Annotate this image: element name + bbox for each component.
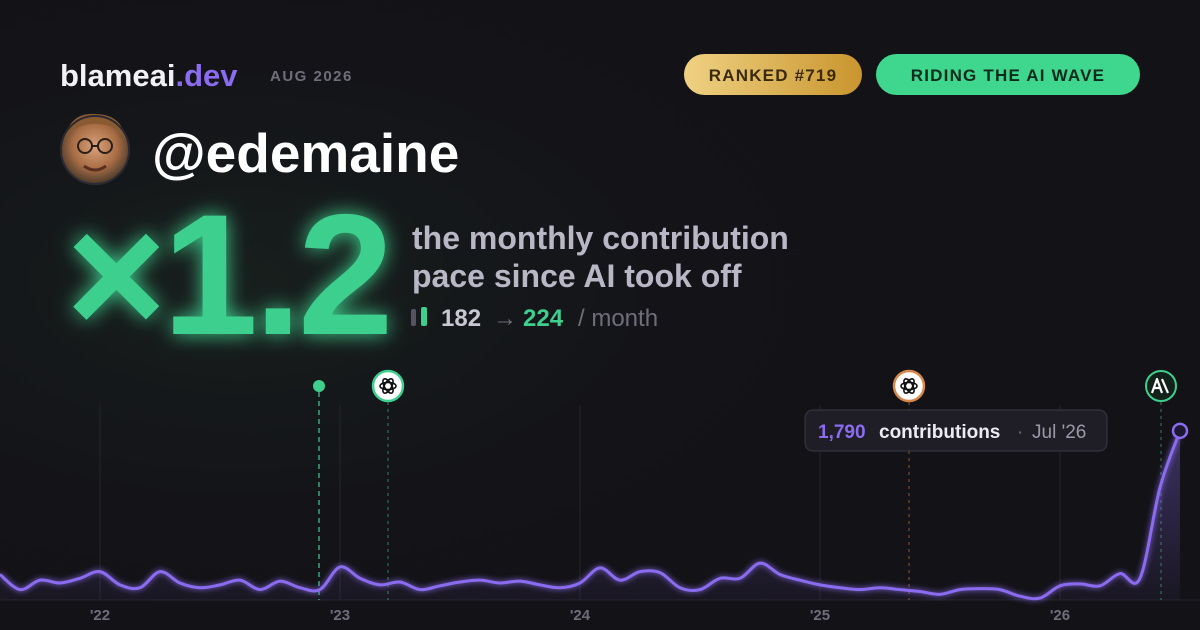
x-tick-label: '25 <box>810 607 830 624</box>
avatar <box>60 113 130 185</box>
pace-unit: / month <box>578 305 658 332</box>
tooltip-unit: contributions <box>879 422 1000 443</box>
rank-badge-text: RANKED #719 <box>709 66 837 85</box>
brand-name: blameai <box>60 58 175 93</box>
event-icons <box>371 369 1177 403</box>
status-badge-text: RIDING THE AI WAVE <box>911 66 1105 85</box>
line <box>0 430 1182 601</box>
x-tick-label: '26 <box>1050 607 1070 624</box>
x-tick-label: '24 <box>570 607 591 624</box>
pace-arrow: → <box>493 305 517 332</box>
tooltip: 1,790 contributions · Jul '26 <box>804 409 1108 452</box>
brand: blameai.dev <box>60 58 238 93</box>
status-badge <box>876 54 1140 95</box>
x-tick-label: '22 <box>90 607 110 624</box>
handle: @edemaine <box>152 122 459 184</box>
rank-badge <box>684 54 862 95</box>
highlight-point <box>1171 422 1189 440</box>
tooltip-value: 1,790 <box>818 422 866 443</box>
pace-after: 224 <box>523 305 564 332</box>
brand-suffix: .dev <box>175 58 238 93</box>
description-line: the monthly contribution <box>412 220 789 256</box>
multiplier: ×1.2 <box>66 179 390 371</box>
x-tick-label: '23 <box>330 607 350 624</box>
plot <box>0 422 1189 601</box>
pace-icon <box>411 307 427 326</box>
description-line: pace since AI took off <box>412 258 742 294</box>
pace-before: 182 <box>441 305 481 332</box>
tooltip-date: Jul '26 <box>1032 422 1086 443</box>
tooltip-separator: · <box>1017 422 1023 443</box>
date: AUG 2026 <box>270 68 353 85</box>
